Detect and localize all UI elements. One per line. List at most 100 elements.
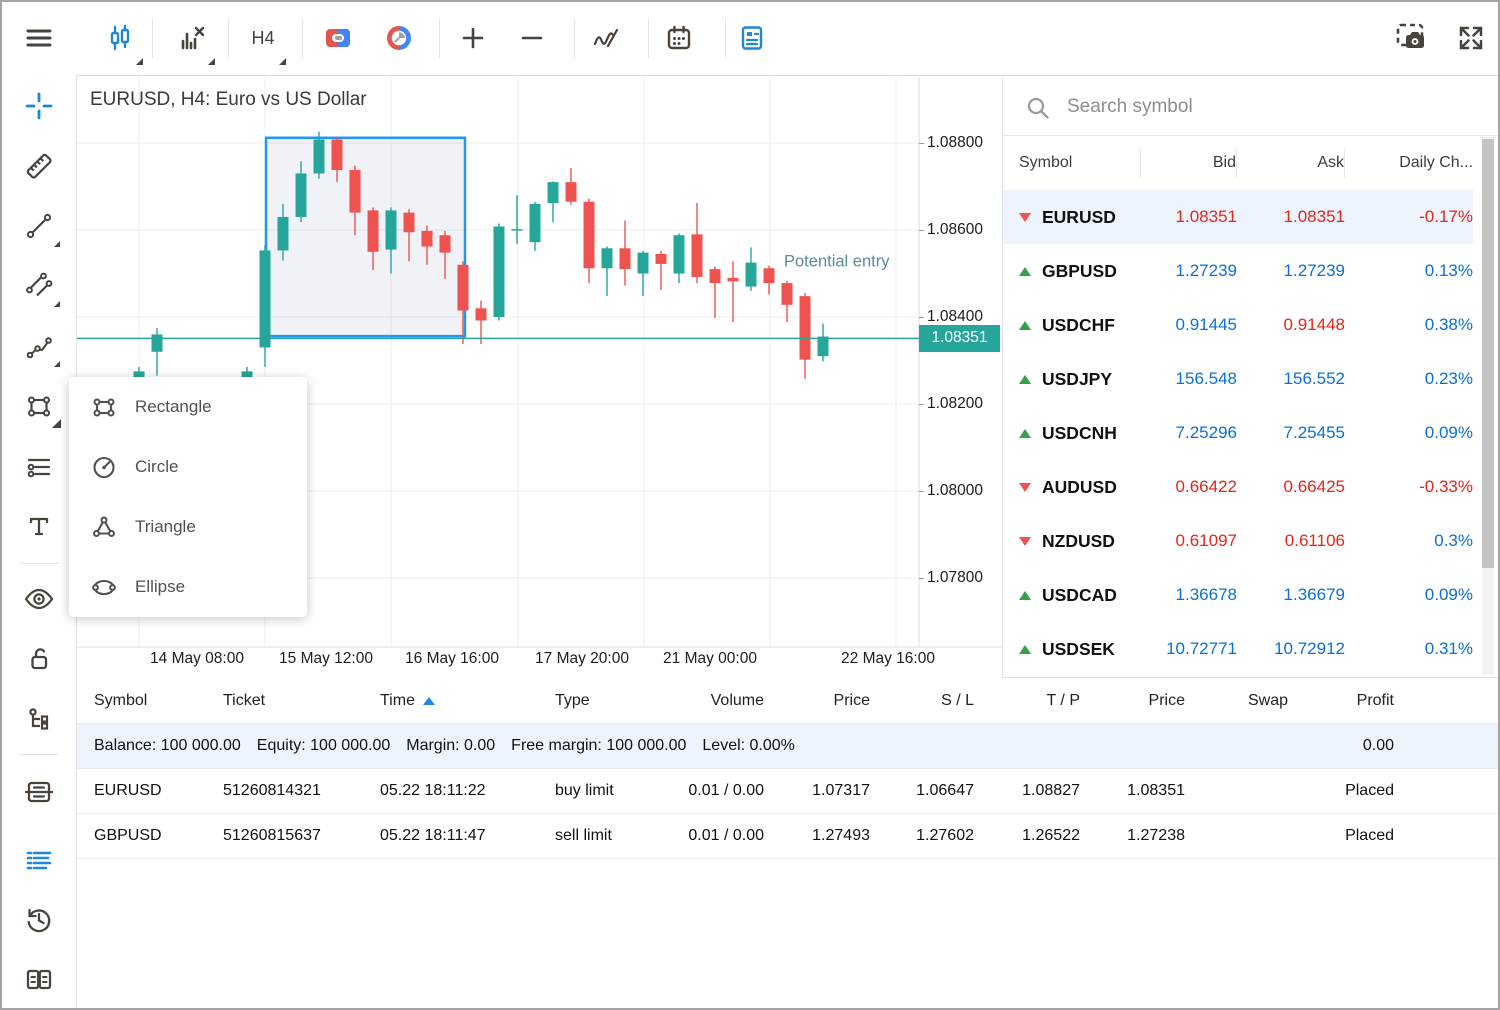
menu-item-ellipse[interactable]: Ellipse <box>69 557 307 617</box>
trend-up-icon <box>1019 644 1031 654</box>
timeframe-button[interactable]: H4 <box>240 15 286 65</box>
market-watch-row-eurusd[interactable]: EURUSD 1.08351 1.08351 -0.17% <box>1003 190 1473 244</box>
orders-column-header[interactable]: Ticket <box>223 691 266 709</box>
price-axis-tick <box>919 404 924 405</box>
symbol-name: EURUSD <box>1042 206 1116 227</box>
panel-trade-list-button[interactable] <box>16 837 62 883</box>
market-watch-column-header[interactable]: Ask <box>1237 148 1345 178</box>
candle-body <box>565 182 577 202</box>
top-toolbar: H4 <box>2 2 1498 76</box>
order-status: Placed <box>1345 827 1394 844</box>
market-watch-row-usdsek[interactable]: USDSEK 10.72771 10.72912 0.31% <box>1003 622 1473 676</box>
market-watch-column-header[interactable]: Symbol <box>1003 148 1141 178</box>
tool-ruler-button[interactable] <box>16 143 62 189</box>
order-ticket: 51260815637 <box>223 827 321 844</box>
chart-type-button[interactable] <box>97 15 143 65</box>
orders-column-header[interactable]: Time <box>363 692 538 710</box>
objects-button[interactable] <box>583 15 629 61</box>
market-watch-row-usdcnh[interactable]: USDCNH 7.25296 7.25455 0.09% <box>1003 406 1473 460</box>
orders-column-header[interactable]: Profit <box>1356 691 1394 709</box>
tool-text-button[interactable] <box>16 504 62 550</box>
menu-item-label: Triangle <box>135 517 196 536</box>
panel-journal-button[interactable] <box>16 957 62 1003</box>
order-row-eurusd[interactable]: EURUSD 51260814321 05.22 18:11:22 buy limit… <box>77 769 1498 814</box>
one-click-trading-button[interactable] <box>315 15 361 61</box>
news-button[interactable] <box>729 15 775 61</box>
market-watch-row-usdchf[interactable]: USDCHF 0.91445 0.91448 0.38% <box>1003 298 1473 352</box>
candle-body <box>277 216 289 251</box>
menu-item-rectangle[interactable]: Rectangle <box>69 377 307 437</box>
change-value: 0.3% <box>1434 531 1473 550</box>
main-menu-button[interactable] <box>16 15 62 61</box>
market-watch-column-header[interactable]: Daily Ch... <box>1399 154 1473 171</box>
screenshot-button[interactable] <box>1388 15 1434 61</box>
change-value: 0.09% <box>1424 423 1473 442</box>
timeframe-label: H4 <box>251 27 275 48</box>
tool-visibility-button[interactable] <box>16 576 62 622</box>
orders-column-header[interactable]: S / L <box>941 691 974 709</box>
orders-column-header[interactable]: Price <box>833 691 870 709</box>
triangle-icon <box>93 516 115 537</box>
chart-title: EURUSD, H4: Euro vs US Dollar <box>90 89 367 110</box>
dropdown-corner-icon <box>208 58 215 65</box>
order-row-gbpusd[interactable]: GBPUSD 51260815637 05.22 18:11:47 sell limi… <box>77 814 1498 859</box>
market-watch-row-usdjpy[interactable]: USDJPY 156.548 156.552 0.23% <box>1003 352 1473 406</box>
orders-column-header[interactable]: T / P <box>1046 691 1081 709</box>
toolbar-separator <box>228 19 229 59</box>
order-ticket: 51260814321 <box>223 782 321 799</box>
zoom-in-button[interactable] <box>450 15 496 61</box>
indicators-button[interactable] <box>169 15 215 65</box>
orders-column-header[interactable]: Type <box>555 691 590 709</box>
scrollbar-thumb[interactable] <box>1482 139 1494 568</box>
tool-object-tree-button[interactable] <box>16 696 62 742</box>
candle-body <box>637 252 649 274</box>
orders-column-header[interactable]: Price <box>1148 691 1185 709</box>
orders-column-header[interactable]: Symbol <box>94 691 148 709</box>
trade-panel-icon <box>24 781 54 803</box>
dropdown-corner-icon <box>54 301 60 307</box>
toolbar-separator <box>648 19 649 59</box>
market-watch-row-usdcad[interactable]: USDCAD 1.36678 1.36679 0.09% <box>1003 568 1473 622</box>
zoom-out-button[interactable] <box>509 15 555 61</box>
orders-column-header[interactable]: Volume <box>710 691 764 709</box>
toolbar-separator <box>152 19 153 59</box>
tool-shapes-button[interactable] <box>16 383 62 429</box>
search-input[interactable] <box>1065 89 1449 125</box>
menu-item-triangle[interactable]: Triangle <box>69 497 307 557</box>
time-axis-label: 22 May 16:00 <box>841 650 935 667</box>
tool-trendline-button[interactable] <box>16 203 62 249</box>
symbol-name: USDCAD <box>1042 584 1117 605</box>
market-hours-button[interactable] <box>376 15 422 61</box>
dropdown-corner-icon <box>54 241 60 247</box>
market-watch-header[interactable]: Symbol Bid Ask Daily Ch... <box>1003 136 1473 190</box>
ask-value: 1.08351 <box>1283 207 1345 226</box>
market-watch-row-nzdusd[interactable]: NZDUSD 0.61097 0.61106 0.3% <box>1003 514 1473 568</box>
tool-fib-levels-button[interactable] <box>16 444 62 490</box>
ruler-icon <box>26 153 52 179</box>
fullscreen-button[interactable] <box>1448 15 1494 61</box>
order-type: sell limit <box>555 827 612 844</box>
search-icon <box>1027 97 1049 119</box>
change-value: 0.09% <box>1424 585 1473 604</box>
order-price-current: 1.08351 <box>1127 782 1185 799</box>
tool-lock-button[interactable] <box>16 636 62 682</box>
fib-levels-icon <box>27 458 51 478</box>
tool-channel-button[interactable] <box>16 263 62 309</box>
tool-polyline-button[interactable] <box>16 323 62 369</box>
orders-column-header[interactable]: Swap <box>1247 691 1288 709</box>
candlestick-chart[interactable]: Potential entry <box>77 77 1002 678</box>
ask-value: 156.552 <box>1283 369 1345 388</box>
market-watch-row-gbpusd[interactable]: GBPUSD 1.27239 1.27239 0.13% <box>1003 244 1473 298</box>
market-watch-column-header[interactable]: Bid <box>1141 148 1237 178</box>
menu-item-circle[interactable]: Circle <box>69 437 307 497</box>
panel-history-button[interactable] <box>16 897 62 943</box>
orders-header[interactable]: Symbol Ticket Time Type Volume Price S / L T / … <box>77 678 1498 724</box>
tool-crosshair-button[interactable] <box>16 83 62 129</box>
market-watch-row-audusd[interactable]: AUDUSD 0.66422 0.66425 -0.33% <box>1003 460 1473 514</box>
menu-item-label: Rectangle <box>135 397 212 416</box>
candle-body <box>619 248 631 270</box>
trade-list-icon <box>26 851 52 870</box>
change-value: -0.17% <box>1419 207 1473 226</box>
calendar-button[interactable] <box>656 15 702 61</box>
panel-trade-button[interactable] <box>16 769 62 815</box>
